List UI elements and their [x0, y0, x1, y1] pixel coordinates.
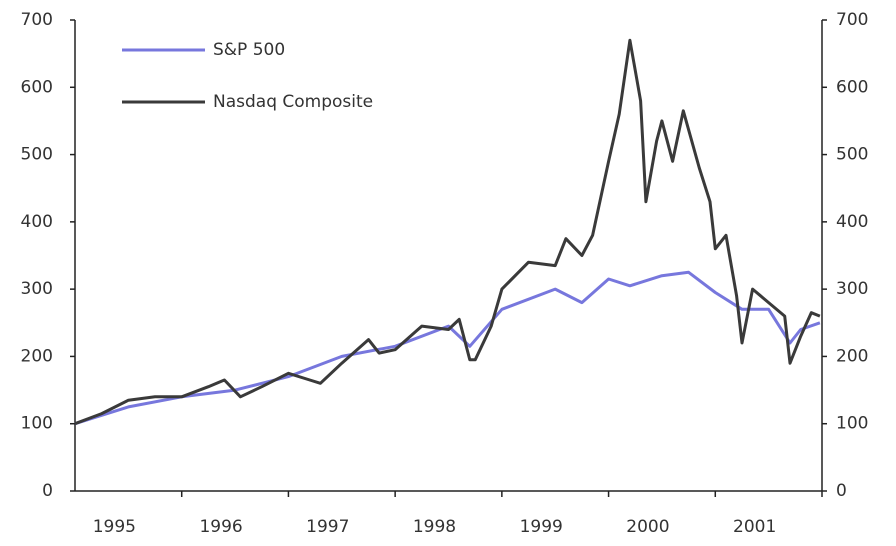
y2-tick-label: 0 [836, 481, 847, 501]
y2-tick-label: 100 [836, 414, 868, 434]
y-tick-label: 0 [42, 481, 53, 501]
y2-tick-label: 600 [836, 77, 868, 97]
y2-tick-label: 400 [836, 212, 868, 232]
x-tick-label: 1999 [520, 517, 563, 537]
y2-tick-label: 200 [836, 346, 868, 366]
x-tick-label: 2001 [733, 517, 776, 537]
x-tick-label: 1996 [199, 517, 242, 537]
y-tick-label: 500 [21, 145, 53, 165]
series-line [74, 270, 821, 426]
x-tick-label: 1997 [306, 517, 349, 537]
y2-tick-label: 300 [836, 279, 868, 299]
y2-tick-label: 700 [836, 10, 868, 30]
y-tick-label: 100 [21, 414, 53, 434]
y-tick-label: 700 [21, 10, 53, 30]
x-tick-label: 2000 [626, 517, 669, 537]
x-tick-label: 1995 [93, 517, 136, 537]
y-tick-label: 400 [21, 212, 53, 232]
y-tick-label: 600 [21, 77, 53, 97]
x-tick-label: 1998 [413, 517, 456, 537]
y-tick-label: 300 [21, 279, 53, 299]
legend-label: Nasdaq Composite [213, 92, 373, 112]
legend-label: S&P 500 [213, 40, 285, 60]
y2-tick-label: 500 [836, 145, 868, 165]
series-line [74, 38, 821, 426]
y-tick-label: 200 [21, 346, 53, 366]
